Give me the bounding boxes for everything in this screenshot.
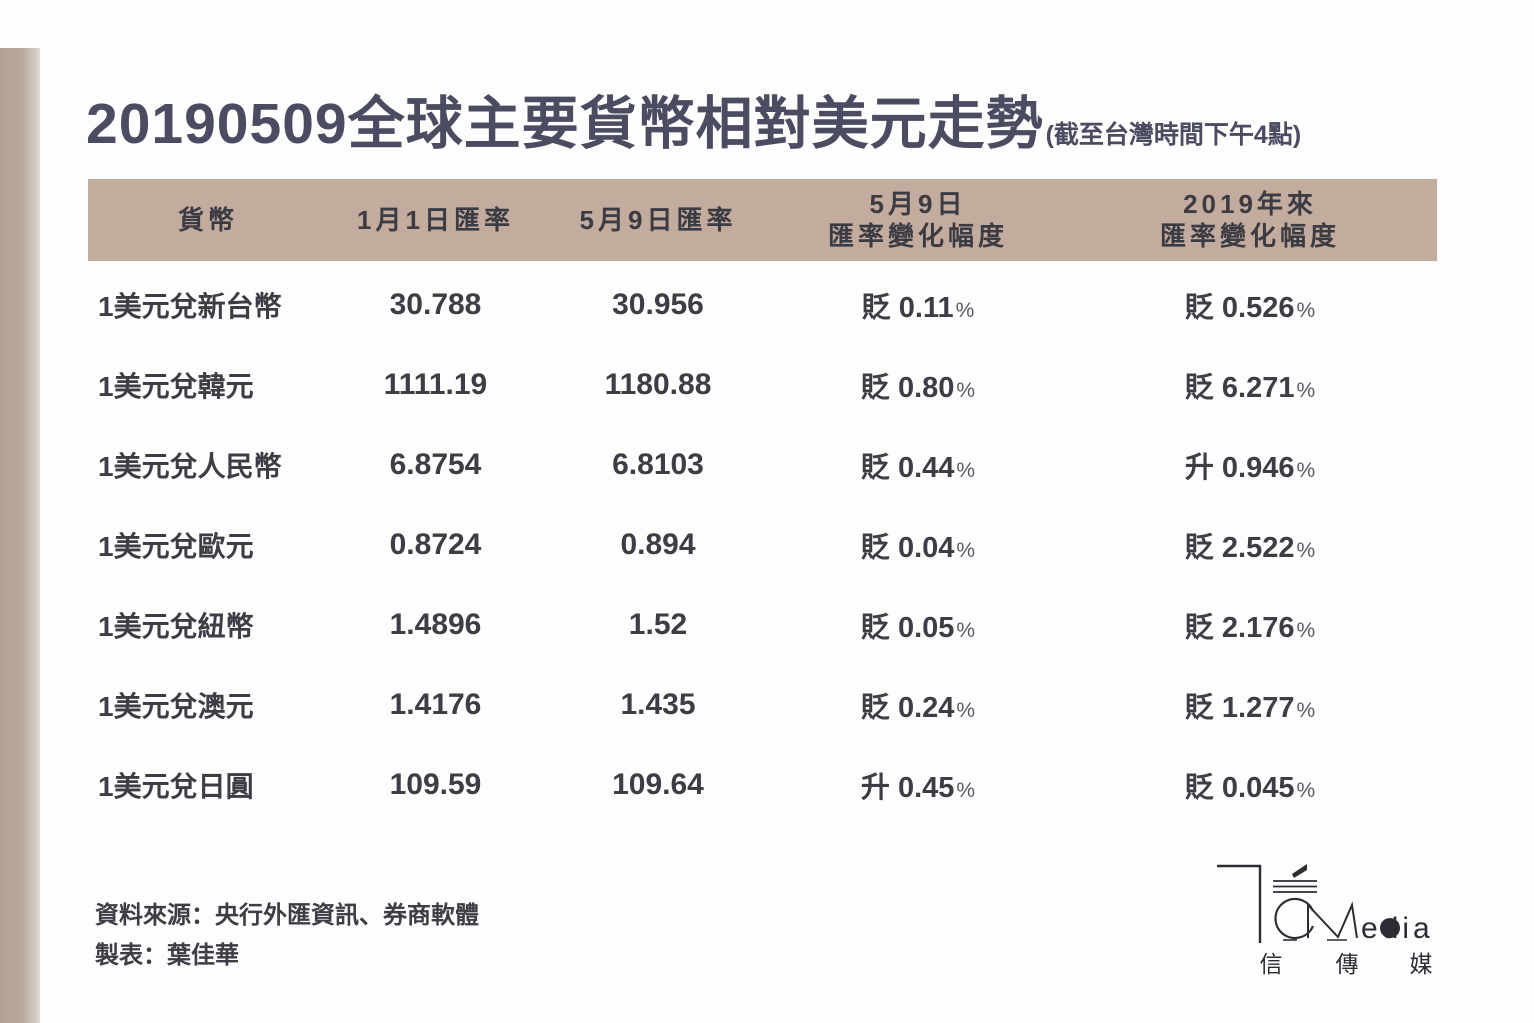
percent-sign: %: [1296, 459, 1316, 482]
logo-d-bowl-dot: [1380, 918, 1400, 938]
percent-sign: %: [956, 379, 976, 402]
percent-sign: %: [956, 699, 976, 722]
col-header-may9-change: 5月9日 匯率變化幅度: [827, 189, 1008, 251]
currency-label: 1美元兌人民幣: [98, 451, 282, 482]
percent-sign: %: [1296, 299, 1316, 322]
table-row: 1美元兌紐幣 1.4896 1.52 貶 0.05% 貶 2.176%: [88, 585, 1437, 665]
may9-change-value: 升 0.45%: [860, 772, 976, 804]
percent-sign: %: [956, 459, 976, 482]
title-note: (截至台灣時間下午4點): [1045, 121, 1302, 149]
table-body: 1美元兌新台幣 30.788 30.956 貶 0.11% 貶 0.526% 1…: [88, 261, 1437, 825]
jan1-rate-value: 30.788: [389, 288, 482, 321]
table-header-row: 貨幣 1月1日匯率 5月9日匯率 5月9日 匯率變化幅度 2019年來 匯率變化…: [88, 179, 1437, 261]
may9-rate-value: 109.64: [612, 768, 704, 801]
may9-change-value: 貶 0.24%: [860, 692, 976, 724]
jan1-rate-value: 1.4176: [389, 688, 482, 721]
source-note: 資料來源：央行外匯資訊、券商軟體: [95, 902, 479, 929]
may9-change-value: 貶 0.44%: [860, 452, 976, 484]
ytd-change-value: 貶 1.277%: [1184, 692, 1316, 724]
percent-sign: %: [955, 299, 975, 322]
page-title: 20190509全球主要貨幣相對美元走勢: [86, 92, 1044, 156]
cmedia-logo: edia 信 傳 媒: [1213, 850, 1445, 990]
table-row: 1美元兌人民幣 6.8754 6.8103 貶 0.44% 升 0.946%: [88, 425, 1437, 505]
table-row: 1美元兌新台幣 30.788 30.956 貶 0.11% 貶 0.526%: [88, 265, 1437, 345]
jan1-rate-value: 0.8724: [389, 528, 482, 561]
logo-latin-text: edia: [1361, 912, 1434, 945]
percent-sign: %: [1296, 619, 1316, 642]
logo-speech-tick: [1292, 864, 1307, 878]
may9-change-value: 貶 0.11%: [861, 292, 975, 324]
col-header-ytd-change: 2019年來 匯率變化幅度: [1159, 189, 1340, 251]
logo-letter-c: [1274, 897, 1315, 940]
percent-sign: %: [956, 539, 976, 562]
may9-rate-value: 1180.88: [604, 368, 712, 401]
fx-rates-table: 貨幣 1月1日匯率 5月9日匯率 5月9日 匯率變化幅度 2019年來 匯率變化…: [88, 179, 1437, 825]
cmedia-logo-graphic: edia 信 傳 媒: [1217, 864, 1434, 977]
author-note: 製表：葉佳華: [95, 942, 239, 969]
jan1-rate-value: 109.59: [389, 768, 482, 801]
may9-rate-value: 0.894: [620, 528, 696, 561]
may9-change-value: 貶 0.80%: [860, 372, 976, 404]
table-row: 1美元兌澳元 1.4176 1.435 貶 0.24% 貶 1.277%: [88, 665, 1437, 745]
left-accent-stripe: [0, 48, 40, 1023]
col-header-jan1-rate: 1月1日匯率: [357, 205, 514, 235]
ytd-change-value: 貶 0.526%: [1184, 292, 1316, 324]
may9-change-value: 貶 0.04%: [860, 532, 976, 564]
logo-person-radical-stroke: [1217, 864, 1262, 943]
logo-cjk-char: 信: [1260, 951, 1283, 977]
page-header: 20190509全球主要貨幣相對美元走勢(截至台灣時間下午4點): [86, 78, 1301, 160]
ytd-change-value: 升 0.946%: [1184, 452, 1316, 484]
ytd-change-value: 貶 0.045%: [1184, 772, 1316, 804]
percent-sign: %: [1296, 779, 1316, 802]
table-row: 1美元兌歐元 0.8724 0.894 貶 0.04% 貶 2.522%: [88, 505, 1437, 585]
currency-label: 1美元兌日圓: [98, 771, 254, 802]
percent-sign: %: [1296, 699, 1316, 722]
percent-sign: %: [1296, 539, 1316, 562]
jan1-rate-value: 1.4896: [389, 608, 482, 641]
footer-notes: 資料來源：央行外匯資訊、券商軟體 製表：葉佳華: [95, 896, 479, 976]
logo-letter-m: [1307, 901, 1358, 939]
ytd-change-value: 貶 2.176%: [1184, 612, 1316, 644]
currency-label: 1美元兌歐元: [98, 531, 254, 562]
may9-rate-value: 6.8103: [612, 448, 704, 481]
currency-label: 1美元兌澳元: [98, 691, 254, 722]
percent-sign: %: [956, 779, 976, 802]
jan1-rate-value: 6.8754: [389, 448, 482, 481]
percent-sign: %: [956, 619, 976, 642]
jan1-rate-value: 1111.19: [383, 368, 488, 401]
ytd-change-value: 貶 6.271%: [1184, 372, 1316, 404]
currency-label: 1美元兌新台幣: [98, 291, 282, 322]
may9-rate-value: 1.435: [620, 688, 696, 721]
table-row: 1美元兌韓元 1111.19 1180.88 貶 0.80% 貶 6.271%: [88, 345, 1437, 425]
ytd-change-value: 貶 2.522%: [1184, 532, 1316, 564]
logo-cjk-char: 傳: [1336, 951, 1359, 977]
logo-cjk-char: 媒: [1410, 951, 1433, 977]
table-row: 1美元兌日圓 109.59 109.64 升 0.45% 貶 0.045%: [88, 745, 1437, 825]
col-header-currency: 貨幣: [177, 205, 238, 235]
col-header-may9-rate: 5月9日匯率: [579, 205, 737, 235]
currency-label: 1美元兌韓元: [98, 371, 254, 402]
currency-label: 1美元兌紐幣: [98, 611, 254, 642]
percent-sign: %: [1296, 379, 1316, 402]
may9-rate-value: 30.956: [612, 288, 704, 321]
may9-rate-value: 1.52: [628, 608, 688, 641]
may9-change-value: 貶 0.05%: [860, 612, 976, 644]
